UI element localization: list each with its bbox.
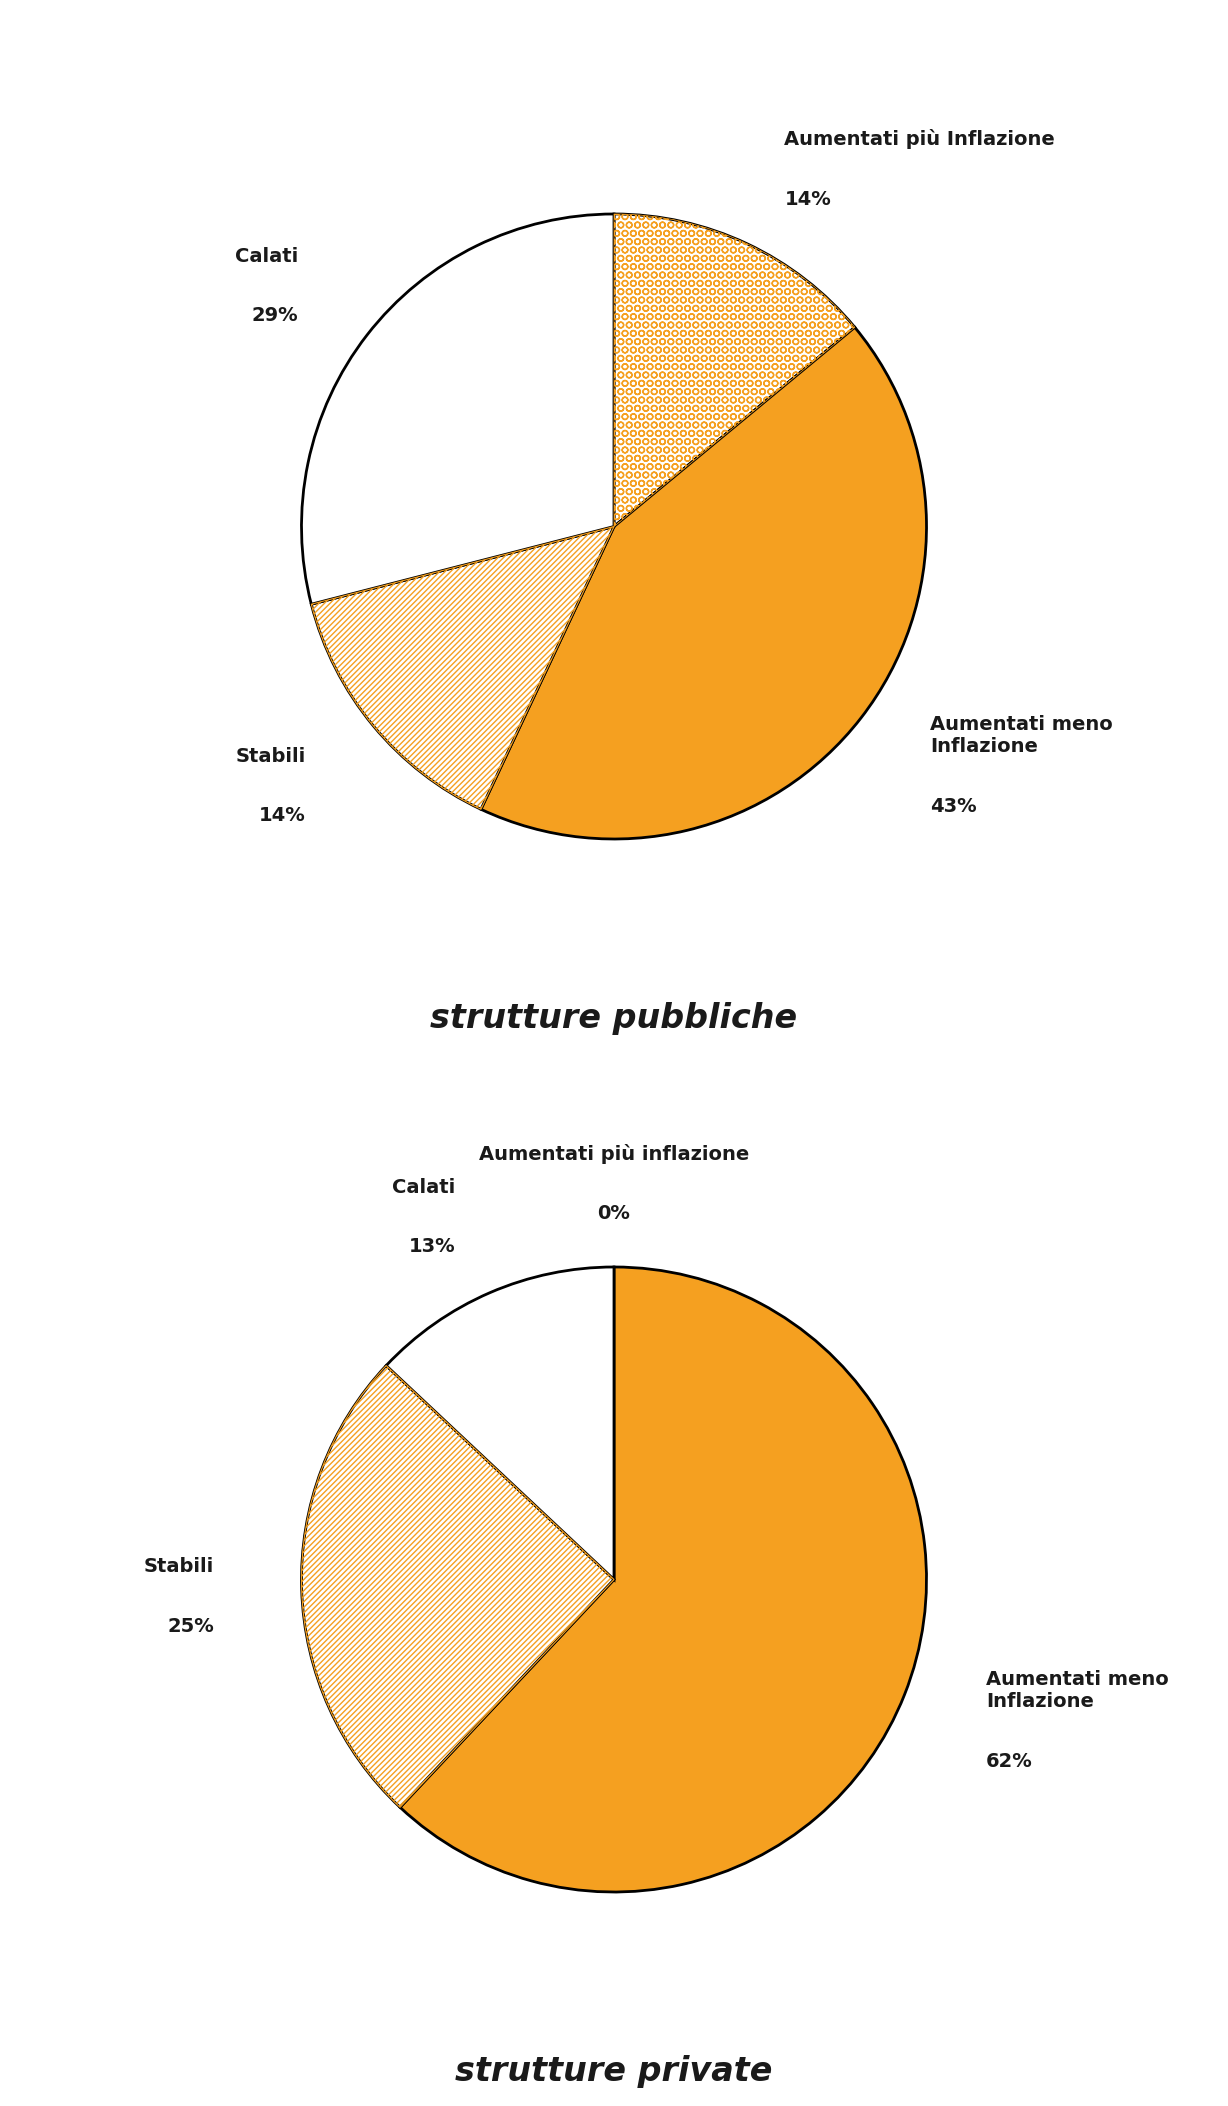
- Text: Stabili: Stabili: [144, 1558, 214, 1577]
- Text: 14%: 14%: [785, 190, 831, 208]
- Text: 14%: 14%: [259, 807, 306, 826]
- Text: Aumentati più inflazione: Aumentati più inflazione: [479, 1144, 749, 1165]
- Text: 0%: 0%: [598, 1205, 630, 1224]
- Text: strutture pubbliche: strutture pubbliche: [431, 1002, 797, 1034]
- Wedge shape: [302, 1365, 614, 1807]
- Text: Aumentati più Inflazione: Aumentati più Inflazione: [785, 128, 1055, 150]
- Wedge shape: [481, 326, 926, 838]
- Text: 25%: 25%: [167, 1617, 214, 1636]
- Text: Calati: Calati: [392, 1177, 456, 1196]
- Wedge shape: [312, 526, 614, 809]
- Text: Aumentati meno
Inflazione: Aumentati meno Inflazione: [930, 716, 1113, 756]
- Wedge shape: [302, 215, 614, 604]
- Text: strutture private: strutture private: [456, 2055, 772, 2087]
- Wedge shape: [386, 1268, 614, 1580]
- Text: Aumentati meno
Inflazione: Aumentati meno Inflazione: [986, 1670, 1169, 1712]
- Text: 29%: 29%: [252, 305, 298, 324]
- Wedge shape: [400, 1268, 926, 1891]
- Text: Calati: Calati: [235, 246, 298, 265]
- Wedge shape: [614, 215, 855, 526]
- Text: 62%: 62%: [986, 1752, 1033, 1771]
- Text: 13%: 13%: [409, 1238, 456, 1257]
- Text: Stabili: Stabili: [236, 748, 306, 767]
- Text: 43%: 43%: [930, 796, 976, 815]
